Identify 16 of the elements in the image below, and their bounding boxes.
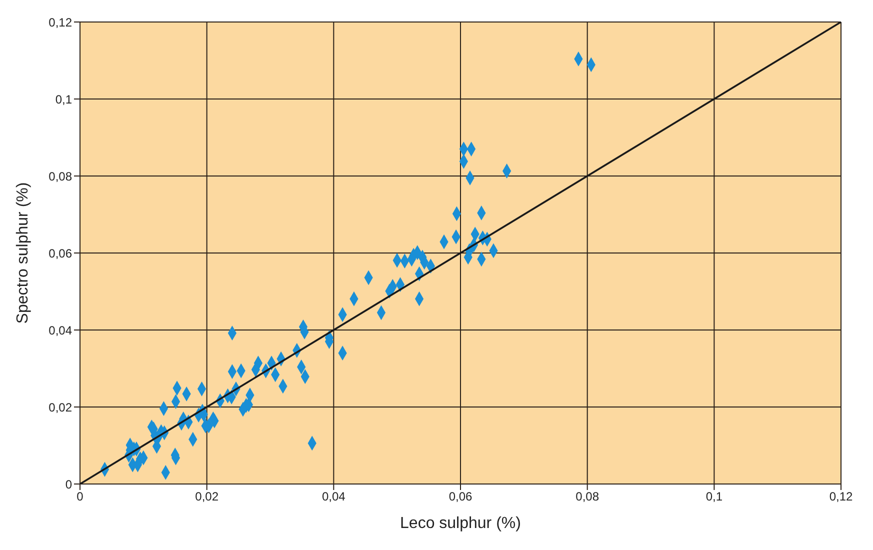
y-tick-label: 0,02 xyxy=(48,400,72,414)
y-axis-title: Spectro sulphur (%) xyxy=(14,182,32,324)
x-tick-label: 0,06 xyxy=(448,490,472,504)
y-tick-label: 0,04 xyxy=(48,323,72,338)
y-tick-label: 0,1 xyxy=(55,92,72,106)
x-tick-label: 0,04 xyxy=(322,490,346,504)
y-tick-label: 0,12 xyxy=(48,15,72,30)
x-tick-label: 0,1 xyxy=(706,490,723,504)
x-axis-title: Leco sulphur (%) xyxy=(400,515,521,532)
y-tick-label: 0,08 xyxy=(48,169,72,184)
y-tick-label: 0,06 xyxy=(48,246,72,260)
x-tick-label: 0 xyxy=(76,490,84,504)
y-tick-label: 0 xyxy=(65,477,72,492)
x-tick-label: 0,02 xyxy=(195,490,219,504)
x-tick-label: 0,08 xyxy=(576,490,600,504)
x-tick-label: 0,12 xyxy=(829,490,853,504)
